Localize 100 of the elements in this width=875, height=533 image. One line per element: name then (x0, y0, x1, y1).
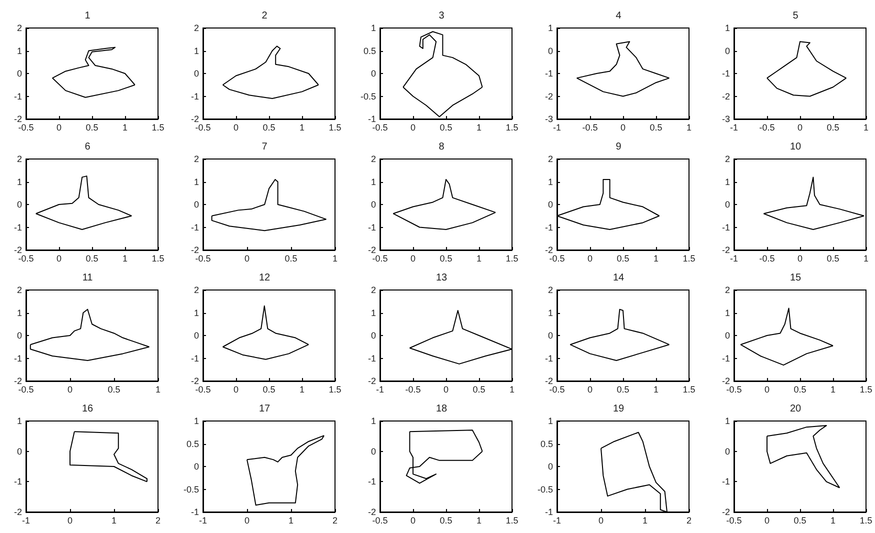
x-tick-label: 0.5 (616, 384, 630, 394)
y-tick-label: 1 (194, 308, 199, 318)
x-tick-label: 0 (598, 516, 604, 526)
chart-title: 3 (438, 10, 445, 22)
x-tick-label: 0 (764, 516, 770, 526)
chart-title: 16 (82, 404, 94, 414)
y-tick-label: 0 (548, 330, 553, 340)
x-tick-label: 1.5 (328, 122, 342, 132)
y-tick-label: 2 (724, 285, 730, 295)
y-tick-label: 0 (16, 330, 22, 340)
y-tick-label: 2 (16, 154, 22, 164)
x-tick-label: 0.5 (440, 254, 452, 264)
y-tick-label: 1 (370, 416, 376, 426)
y-tick-label: -2 (722, 507, 730, 517)
y-tick-label: -3 (544, 114, 553, 124)
y-tick-label: 2 (370, 154, 376, 164)
y-tick-label: 2 (724, 154, 730, 164)
x-tick-label: 0.5 (108, 384, 120, 394)
x-tick-label: 1 (863, 254, 869, 264)
y-tick-label: -2 (368, 507, 376, 517)
y-tick-label: 0 (724, 330, 730, 340)
y-tick-label: 1 (194, 46, 199, 56)
y-tick-label: -2 (14, 245, 22, 255)
chart-title: 4 (616, 10, 622, 22)
y-tick-label: -1 (14, 222, 22, 232)
y-tick-label: 1 (548, 23, 553, 33)
y-tick-label: 0 (370, 446, 376, 456)
y-tick-label: 0 (548, 462, 553, 472)
x-tick-label: 0.5 (440, 122, 452, 132)
y-tick-label: 2 (194, 285, 199, 295)
y-tick-label: 1 (370, 23, 376, 33)
chart-title: 10 (790, 142, 802, 152)
x-tick-label: 1 (830, 384, 836, 394)
y-tick-label: -3 (722, 114, 730, 124)
x-tick-label: 1 (288, 516, 294, 526)
y-tick-label: 1 (16, 46, 22, 56)
y-tick-label: -1 (14, 476, 22, 487)
y-tick-label: 0.5 (363, 46, 376, 56)
chart-title: 9 (616, 142, 622, 152)
x-tick-label: 0.5 (262, 122, 276, 132)
x-tick-label: 1.5 (328, 384, 342, 394)
x-tick-label: 2 (686, 516, 692, 526)
y-tick-label: 2 (370, 285, 376, 295)
y-tick-label: 0 (16, 200, 22, 210)
x-tick-label: 1 (122, 122, 128, 132)
chart-title: 20 (790, 404, 802, 414)
chart-title: 5 (792, 10, 799, 22)
y-tick-label: 0.5 (540, 438, 553, 449)
x-tick-label: 1 (299, 122, 305, 132)
y-tick-label: 2 (194, 154, 199, 164)
x-tick-label: -0.5 (405, 384, 421, 394)
y-tick-label: 0 (16, 68, 22, 78)
x-tick-label: 0 (587, 254, 593, 264)
y-tick-label: 0 (194, 462, 199, 472)
y-tick-label: -2 (190, 114, 199, 124)
x-tick-label: 0.5 (794, 384, 806, 394)
x-tick-label: 0 (233, 122, 239, 132)
y-tick-label: -1 (190, 353, 199, 364)
x-tick-label: 0 (410, 254, 416, 264)
y-tick-label: 1 (724, 308, 730, 318)
x-tick-label: 0 (233, 384, 239, 394)
chart-title: 17 (258, 404, 270, 414)
x-tick-label: 1.5 (682, 254, 696, 264)
y-tick-label: 0 (16, 446, 22, 456)
y-tick-label: -1 (14, 91, 22, 102)
x-tick-label: 1 (332, 254, 338, 264)
y-tick-label: -2 (368, 245, 376, 255)
y-tick-label: 1 (16, 308, 22, 318)
y-tick-label: 0 (548, 46, 553, 56)
x-tick-label: 0.5 (440, 516, 452, 526)
x-tick-label: 1.5 (506, 254, 518, 264)
y-tick-label: 0 (194, 68, 199, 78)
chart-title: 13 (436, 272, 448, 284)
y-tick-label: -2 (544, 376, 553, 386)
x-tick-label: 0 (443, 384, 449, 394)
y-tick-label: 1 (548, 308, 553, 318)
y-tick-label: -1 (368, 222, 376, 232)
x-tick-label: -0.5 (759, 122, 775, 132)
y-tick-label: -2 (722, 91, 730, 102)
y-tick-label: -2 (368, 376, 376, 386)
y-tick-label: -2 (722, 376, 730, 386)
y-tick-label: -2 (544, 91, 553, 102)
x-tick-label: 0 (244, 516, 250, 526)
y-tick-label: -1 (368, 476, 376, 487)
x-tick-label: 2 (155, 516, 161, 526)
chart-title: 12 (258, 272, 270, 284)
x-tick-label: 0 (797, 122, 803, 132)
y-tick-label: 1 (194, 416, 199, 426)
y-tick-label: -1 (190, 222, 199, 232)
y-tick-label: 2 (548, 154, 553, 164)
x-tick-label: 0 (244, 254, 250, 264)
x-tick-label: 1.5 (682, 384, 696, 394)
y-tick-label: 0 (724, 200, 730, 210)
chart-title: 1 (84, 10, 91, 22)
x-tick-label: 2 (332, 516, 338, 526)
x-tick-label: 0 (620, 122, 626, 132)
y-tick-label: 0 (370, 330, 376, 340)
y-tick-label: -1 (722, 222, 730, 232)
x-tick-label: 1 (863, 122, 869, 132)
x-tick-label: 0.5 (616, 254, 630, 264)
